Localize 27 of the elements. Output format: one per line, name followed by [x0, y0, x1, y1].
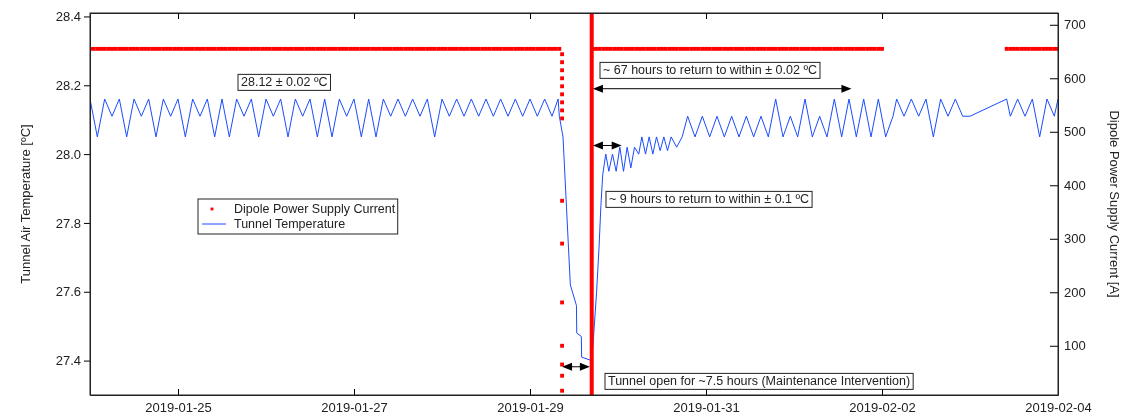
- y-tick-label: 28.2: [55, 77, 81, 93]
- annotation: ~ 67 hours to return to within ± 0.02 ºC: [603, 63, 817, 78]
- x-tick-label: 2019-02-02: [849, 400, 916, 416]
- legend-label: Dipole Power Supply Current: [234, 202, 396, 217]
- legend-label: Tunnel Temperature: [234, 217, 346, 232]
- x-tick-label: 2019-01-29: [497, 400, 564, 416]
- x-tick-label: 2019-02-04: [1025, 400, 1092, 416]
- x-tick-label: 2019-01-27: [321, 400, 388, 416]
- y2-tick-label: 100: [1064, 338, 1086, 354]
- y-tick-label: 28.0: [55, 146, 81, 162]
- y-tick-label: 27.8: [55, 215, 81, 231]
- y2-tick-label: 300: [1064, 231, 1086, 247]
- y2-tick-label: 400: [1064, 177, 1086, 193]
- y2-tick-label: 700: [1064, 17, 1086, 33]
- y-tick-label: 27.6: [55, 284, 81, 300]
- y2-tick-label: 500: [1064, 124, 1086, 140]
- annotation: ~ 9 hours to return to within ± 0.1 ºC: [609, 192, 810, 207]
- annotation: Tunnel open for ~7.5 hours (Maintenance Intervention): [608, 374, 911, 389]
- y-axis-title: Tunnel Air Temperature [ºC]: [18, 124, 33, 284]
- y-tick-label: 27.4: [55, 353, 81, 369]
- y2-tick-label: 600: [1064, 70, 1086, 86]
- y2-axis-title: Dipole Power Supply Current [A]: [1107, 110, 1122, 298]
- x-tick-label: 2019-01-31: [673, 400, 740, 416]
- y-tick-label: 28.4: [55, 9, 81, 25]
- annotation: 28.12 ± 0.02 ºC: [241, 75, 328, 90]
- x-tick-label: 2019-01-25: [145, 400, 212, 416]
- y2-tick-label: 200: [1064, 284, 1086, 300]
